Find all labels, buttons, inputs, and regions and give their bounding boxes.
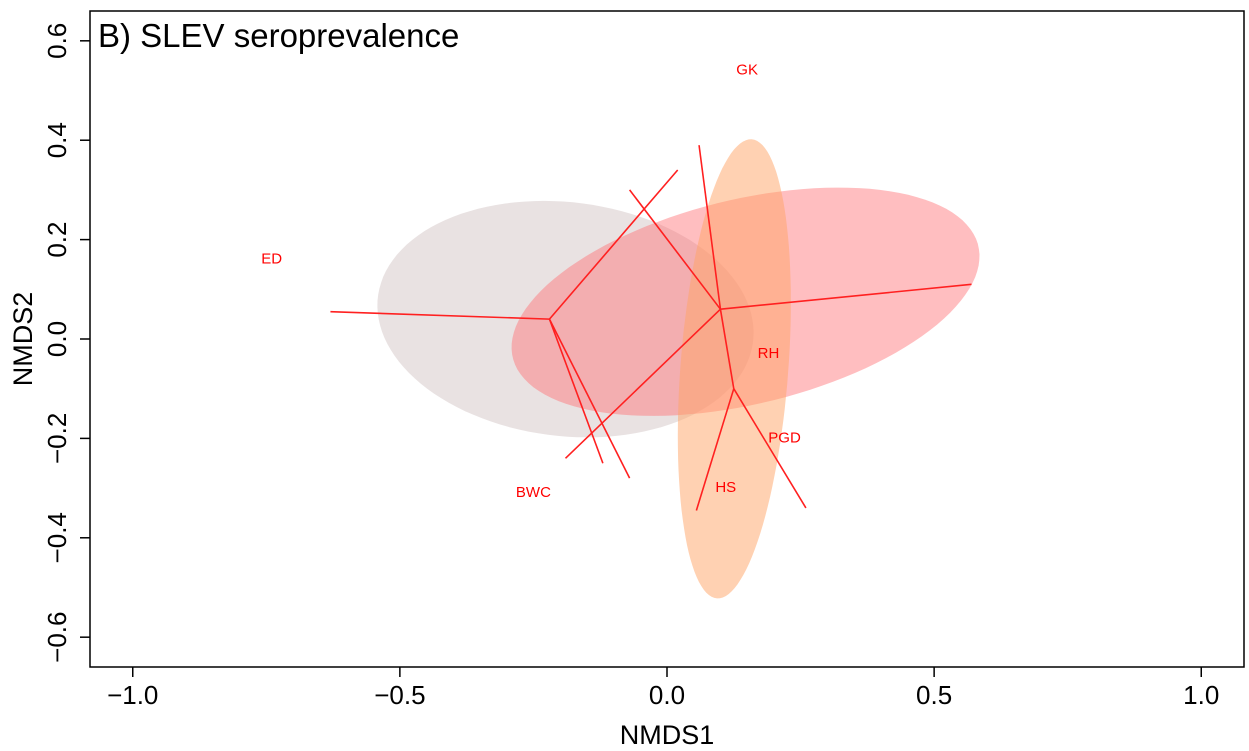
plot-frame <box>89 10 1245 668</box>
spider-line-2-3 <box>628 189 722 310</box>
y-tick-label: −0.6 <box>42 612 72 663</box>
group-ellipse-1 <box>377 200 754 438</box>
spider-line-1-4 <box>548 318 604 464</box>
site-label-ed: ED <box>261 250 282 267</box>
spider-line-3-1 <box>719 309 735 389</box>
y-tick-label: 0.2 <box>42 222 72 258</box>
panel-title: B) SLEV seroprevalence <box>98 17 459 54</box>
x-tick-label: −0.5 <box>374 680 425 710</box>
y-tick-label: −0.4 <box>42 512 72 563</box>
axes-layer: −1.0 −0.5 0.0 0.5 1.0 −0.6 −0.4 −0.2 0.0 0.2 0.4 0.… <box>42 23 1219 710</box>
spider-line-2-4 <box>564 308 721 459</box>
x-tick-label: −1.0 <box>107 680 158 710</box>
ellipses-layer <box>377 139 980 599</box>
spider-line-2-1 <box>720 283 972 310</box>
x-tick-label: 0.0 <box>649 680 685 710</box>
spider-lines-layer <box>330 145 972 511</box>
spider-line-3-2 <box>733 388 807 509</box>
x-tick-label: 0.5 <box>916 680 952 710</box>
y-axis-title: NMDS2 <box>8 292 38 387</box>
spider-line-1-2 <box>548 169 679 320</box>
site-label-rh: RH <box>758 345 780 362</box>
spider-line-3-3 <box>695 388 735 511</box>
site-label-hs: HS <box>715 479 736 496</box>
group-ellipse-3 <box>677 139 791 599</box>
x-axis-title: NMDS1 <box>620 720 715 750</box>
spider-line-1-3 <box>548 318 631 479</box>
spider-line-1-1 <box>330 310 550 320</box>
site-label-bwc: BWC <box>516 484 551 501</box>
y-tick-label: 0.4 <box>42 122 72 158</box>
spider-line-2-2 <box>698 145 722 310</box>
x-tick-label: 1.0 <box>1183 680 1219 710</box>
site-labels-layer: GK ED RH PGD HS BWC <box>261 62 801 501</box>
y-tick-label: 0.0 <box>42 321 72 357</box>
site-label-gk: GK <box>736 62 758 79</box>
site-label-pgd: PGD <box>768 429 801 446</box>
y-tick-label: 0.6 <box>42 23 72 59</box>
y-tick-label: −0.2 <box>42 413 72 464</box>
